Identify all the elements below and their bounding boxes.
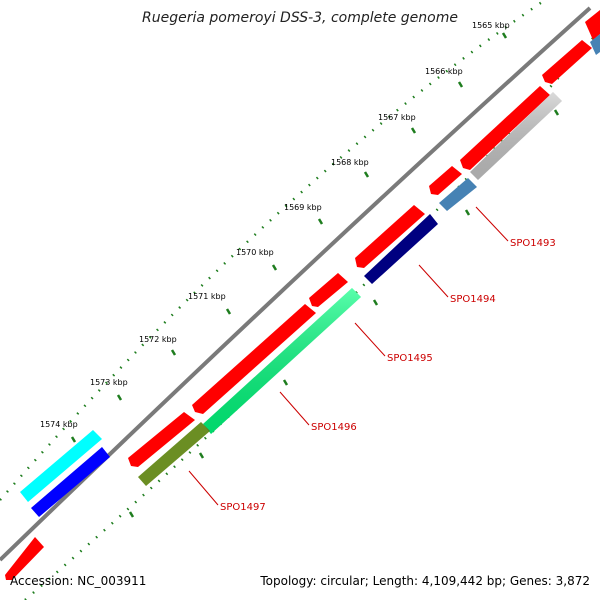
gene-feature[interactable]: [429, 166, 462, 195]
tick-label: 1565 kbp: [472, 21, 510, 30]
gene-label[interactable]: SPO1493: [510, 238, 556, 249]
inner-genes: [20, 34, 600, 517]
label-leaders: [188, 206, 509, 506]
gene-label[interactable]: SPO1497: [220, 502, 266, 513]
gene-label[interactable]: SPO1495: [387, 353, 433, 364]
gene-feature[interactable]: [542, 40, 592, 84]
gene-feature[interactable]: [309, 273, 348, 307]
map-title: Ruegeria pomeroyi DSS-3, complete genome: [142, 10, 458, 26]
genome-summary: Topology: circular; Length: 4,109,442 bp…: [260, 574, 590, 588]
tick-label: 1568 kbp: [331, 158, 369, 167]
tick-label: 1567 kbp: [378, 113, 416, 122]
gene-feature-steel-blue[interactable]: [590, 34, 600, 55]
tick-label: 1566 kbp: [425, 67, 463, 76]
inner-major-ticks: [128, 109, 560, 518]
major-ticks: [70, 32, 508, 443]
tick-label: 1574 kbp: [40, 420, 78, 429]
gene-feature-navy[interactable]: [364, 214, 438, 284]
accession-label: Accession: NC_003911: [10, 574, 147, 588]
genome-backbone: [0, 6, 592, 562]
gene-feature-steel-blue[interactable]: [439, 178, 477, 211]
tick-labels: 1565 kbp 1566 kbp 1567 kbp 1568 kbp 1569…: [40, 21, 510, 429]
gene-feature[interactable]: [5, 537, 44, 580]
forward-genes: [5, 10, 600, 580]
gene-feature-cyan[interactable]: [20, 430, 102, 502]
gene-label[interactable]: SPO1494: [450, 294, 496, 305]
tick-label: 1570 kbp: [236, 248, 274, 257]
tick-label: 1573 kbp: [90, 378, 128, 387]
tick-label: 1569 kbp: [284, 203, 322, 212]
gene-feature-olive[interactable]: [138, 422, 210, 486]
tick-label: 1572 kbp: [139, 335, 177, 344]
gene-feature[interactable]: [128, 412, 195, 467]
gene-labels: SPO1493 SPO1494 SPO1495 SPO1496 SPO1497: [220, 238, 556, 513]
gene-feature[interactable]: [460, 86, 550, 170]
gene-label[interactable]: SPO1496: [311, 422, 357, 433]
tick-label: 1571 kbp: [188, 292, 226, 301]
gene-feature[interactable]: [355, 205, 425, 268]
gene-feature[interactable]: [585, 10, 600, 40]
gene-feature-blue[interactable]: [31, 447, 110, 517]
gene-feature[interactable]: [192, 304, 316, 414]
